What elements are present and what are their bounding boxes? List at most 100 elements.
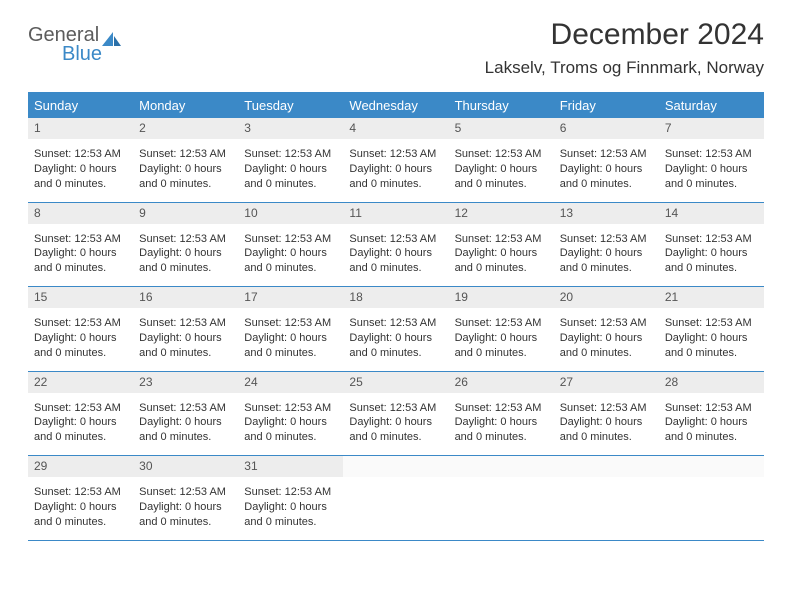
sunset-line: Sunset: 12:53 AM	[455, 401, 548, 416]
day-number	[554, 456, 659, 477]
sunset-line: Sunset: 12:53 AM	[244, 485, 337, 500]
daylight-line-1: Daylight: 0 hours	[139, 331, 232, 346]
daylight-line-1: Daylight: 0 hours	[455, 331, 548, 346]
day-cell-content: Sunset: 12:53 AMDaylight: 0 hoursand 0 m…	[133, 308, 238, 371]
daylight-line-2: and 0 minutes.	[244, 515, 337, 530]
title-block: December 2024 Lakselv, Troms og Finnmark…	[485, 18, 764, 78]
daylight-line-1: Daylight: 0 hours	[349, 331, 442, 346]
daylight-line-1: Daylight: 0 hours	[139, 500, 232, 515]
day-cell-content	[554, 477, 659, 540]
day-cell-content: Sunset: 12:53 AMDaylight: 0 hoursand 0 m…	[133, 224, 238, 287]
day-cell-content: Sunset: 12:53 AMDaylight: 0 hoursand 0 m…	[133, 393, 238, 456]
daylight-line-2: and 0 minutes.	[560, 177, 653, 192]
day-cell-content: Sunset: 12:53 AMDaylight: 0 hoursand 0 m…	[28, 139, 133, 202]
day-cell-content: Sunset: 12:53 AMDaylight: 0 hoursand 0 m…	[238, 308, 343, 371]
daylight-line-1: Daylight: 0 hours	[349, 162, 442, 177]
daylight-line-2: and 0 minutes.	[665, 261, 758, 276]
daylight-line-2: and 0 minutes.	[139, 177, 232, 192]
daylight-line-1: Daylight: 0 hours	[139, 162, 232, 177]
sunset-line: Sunset: 12:53 AM	[139, 232, 232, 247]
daylight-line-1: Daylight: 0 hours	[665, 246, 758, 261]
day-cell-content: Sunset: 12:53 AMDaylight: 0 hoursand 0 m…	[659, 224, 764, 287]
daylight-line-2: and 0 minutes.	[34, 346, 127, 361]
day-number: 9	[133, 203, 238, 224]
daylight-line-1: Daylight: 0 hours	[560, 246, 653, 261]
day-number: 24	[238, 372, 343, 393]
sunset-line: Sunset: 12:53 AM	[560, 147, 653, 162]
daylight-line-2: and 0 minutes.	[139, 430, 232, 445]
daylight-line-2: and 0 minutes.	[560, 261, 653, 276]
sunset-line: Sunset: 12:53 AM	[349, 232, 442, 247]
weekday-thursday: Thursday	[449, 94, 554, 118]
day-cell-content	[343, 477, 448, 540]
daylight-line-1: Daylight: 0 hours	[244, 415, 337, 430]
day-number: 15	[28, 287, 133, 308]
day-number: 21	[659, 287, 764, 308]
day-cell-content: Sunset: 12:53 AMDaylight: 0 hoursand 0 m…	[449, 224, 554, 287]
sunset-line: Sunset: 12:53 AM	[34, 485, 127, 500]
day-cell-content: Sunset: 12:53 AMDaylight: 0 hoursand 0 m…	[659, 139, 764, 202]
sunset-line: Sunset: 12:53 AM	[34, 232, 127, 247]
daylight-line-2: and 0 minutes.	[455, 261, 548, 276]
sunset-line: Sunset: 12:53 AM	[349, 401, 442, 416]
day-cell-content: Sunset: 12:53 AMDaylight: 0 hoursand 0 m…	[238, 139, 343, 202]
daylight-line-2: and 0 minutes.	[349, 430, 442, 445]
daylight-line-2: and 0 minutes.	[665, 177, 758, 192]
day-cell-content: Sunset: 12:53 AMDaylight: 0 hoursand 0 m…	[449, 308, 554, 371]
daylight-line-2: and 0 minutes.	[560, 430, 653, 445]
header: GeneralBlue December 2024 Lakselv, Troms…	[0, 0, 792, 82]
day-number: 14	[659, 203, 764, 224]
sunset-line: Sunset: 12:53 AM	[244, 147, 337, 162]
sunset-line: Sunset: 12:53 AM	[34, 401, 127, 416]
day-number: 19	[449, 287, 554, 308]
sunset-line: Sunset: 12:53 AM	[455, 232, 548, 247]
sunset-line: Sunset: 12:53 AM	[34, 316, 127, 331]
daylight-line-1: Daylight: 0 hours	[560, 415, 653, 430]
daylight-line-2: and 0 minutes.	[34, 261, 127, 276]
day-number	[659, 456, 764, 477]
daylight-line-1: Daylight: 0 hours	[34, 162, 127, 177]
day-number: 1	[28, 118, 133, 139]
sunset-line: Sunset: 12:53 AM	[349, 316, 442, 331]
sunset-line: Sunset: 12:53 AM	[665, 401, 758, 416]
day-cell-content: Sunset: 12:53 AMDaylight: 0 hoursand 0 m…	[343, 224, 448, 287]
day-cell-content: Sunset: 12:53 AMDaylight: 0 hoursand 0 m…	[659, 393, 764, 456]
month-title: December 2024	[485, 18, 764, 52]
daylight-line-2: and 0 minutes.	[139, 261, 232, 276]
day-number: 7	[659, 118, 764, 139]
day-cell-content: Sunset: 12:53 AMDaylight: 0 hoursand 0 m…	[554, 308, 659, 371]
day-number: 8	[28, 203, 133, 224]
daylight-line-2: and 0 minutes.	[139, 515, 232, 530]
daylight-line-1: Daylight: 0 hours	[244, 500, 337, 515]
day-number: 2	[133, 118, 238, 139]
sunset-line: Sunset: 12:53 AM	[455, 147, 548, 162]
daylight-line-1: Daylight: 0 hours	[455, 415, 548, 430]
daylight-line-1: Daylight: 0 hours	[665, 162, 758, 177]
day-number: 28	[659, 372, 764, 393]
weekday-wednesday: Wednesday	[343, 94, 448, 118]
day-cell-content: Sunset: 12:53 AMDaylight: 0 hoursand 0 m…	[659, 308, 764, 371]
weekday-monday: Monday	[133, 94, 238, 118]
daylight-line-1: Daylight: 0 hours	[560, 162, 653, 177]
day-number: 20	[554, 287, 659, 308]
day-number: 29	[28, 456, 133, 477]
sunset-line: Sunset: 12:53 AM	[139, 316, 232, 331]
daylight-line-1: Daylight: 0 hours	[34, 246, 127, 261]
day-number: 5	[449, 118, 554, 139]
day-number: 31	[238, 456, 343, 477]
day-number: 10	[238, 203, 343, 224]
daylight-line-2: and 0 minutes.	[560, 346, 653, 361]
daylight-line-2: and 0 minutes.	[665, 430, 758, 445]
daylight-line-2: and 0 minutes.	[244, 261, 337, 276]
sunset-line: Sunset: 12:53 AM	[139, 485, 232, 500]
sunset-line: Sunset: 12:53 AM	[665, 316, 758, 331]
daylight-line-2: and 0 minutes.	[244, 430, 337, 445]
day-cell-content: Sunset: 12:53 AMDaylight: 0 hoursand 0 m…	[133, 139, 238, 202]
logo-text-blue: Blue	[28, 43, 102, 65]
day-cell-content: Sunset: 12:53 AMDaylight: 0 hoursand 0 m…	[28, 393, 133, 456]
daylight-line-2: and 0 minutes.	[349, 177, 442, 192]
day-number	[343, 456, 448, 477]
sunset-line: Sunset: 12:53 AM	[244, 316, 337, 331]
day-cell-content	[659, 477, 764, 540]
daylight-line-2: and 0 minutes.	[34, 430, 127, 445]
